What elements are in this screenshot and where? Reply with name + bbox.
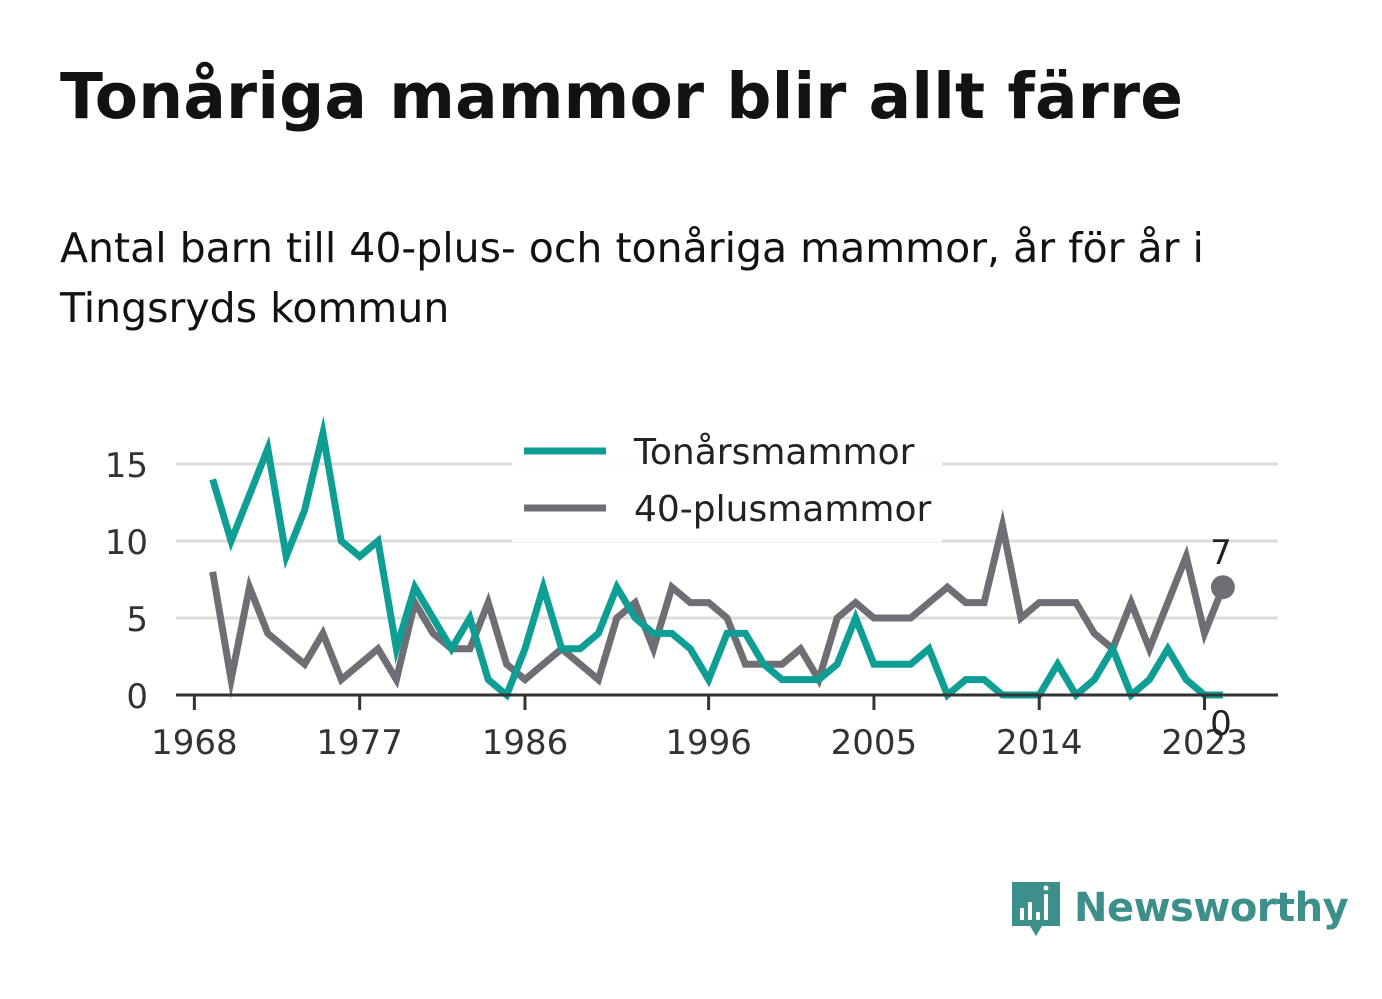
y-tick-label: 5 bbox=[126, 600, 148, 640]
x-axis: 1968 1977 1986 1996 2005 2014 2023 bbox=[151, 693, 1278, 763]
x-tick-label: 1996 bbox=[665, 723, 752, 763]
series-lines bbox=[209, 415, 1227, 701]
legend: Tonårsmammor 40-plusmammor bbox=[512, 424, 942, 542]
x-tick-label: 2005 bbox=[831, 723, 918, 763]
end-labels: 07 bbox=[1210, 533, 1235, 744]
x-tick-label: 2014 bbox=[996, 723, 1083, 763]
x-tick-label: 1977 bbox=[316, 723, 403, 763]
series-line-Tonårsmammor bbox=[209, 415, 1223, 701]
newsworthy-logo-icon bbox=[1012, 882, 1060, 936]
end-point-marker bbox=[1210, 575, 1235, 600]
chart-subtitle: Antal barn till 40-plus- och tonåriga ma… bbox=[60, 224, 1204, 332]
y-tick-label: 15 bbox=[105, 446, 148, 486]
y-tick-label: 10 bbox=[105, 523, 148, 563]
brand: Newsworthy bbox=[1010, 878, 1349, 938]
legend-label: Tonårsmammor bbox=[633, 432, 915, 473]
x-tick-label: 2023 bbox=[1161, 723, 1248, 763]
end-label: 7 bbox=[1210, 533, 1232, 573]
chart-title: Tonåriga mammor blir allt färre bbox=[60, 60, 1184, 133]
series-line-40-plusmammor bbox=[209, 509, 1227, 699]
end-label: 0 bbox=[1210, 704, 1232, 744]
legend-label: 40-plusmammor bbox=[634, 489, 932, 530]
legend-background bbox=[512, 424, 942, 542]
x-tick-label: 1986 bbox=[482, 723, 569, 763]
x-tick-label: 1968 bbox=[151, 723, 238, 763]
y-tick-label: 0 bbox=[126, 677, 148, 717]
y-axis-tick-labels: 0 5 10 15 bbox=[105, 446, 148, 717]
brand-name: Newsworthy bbox=[1074, 885, 1349, 931]
